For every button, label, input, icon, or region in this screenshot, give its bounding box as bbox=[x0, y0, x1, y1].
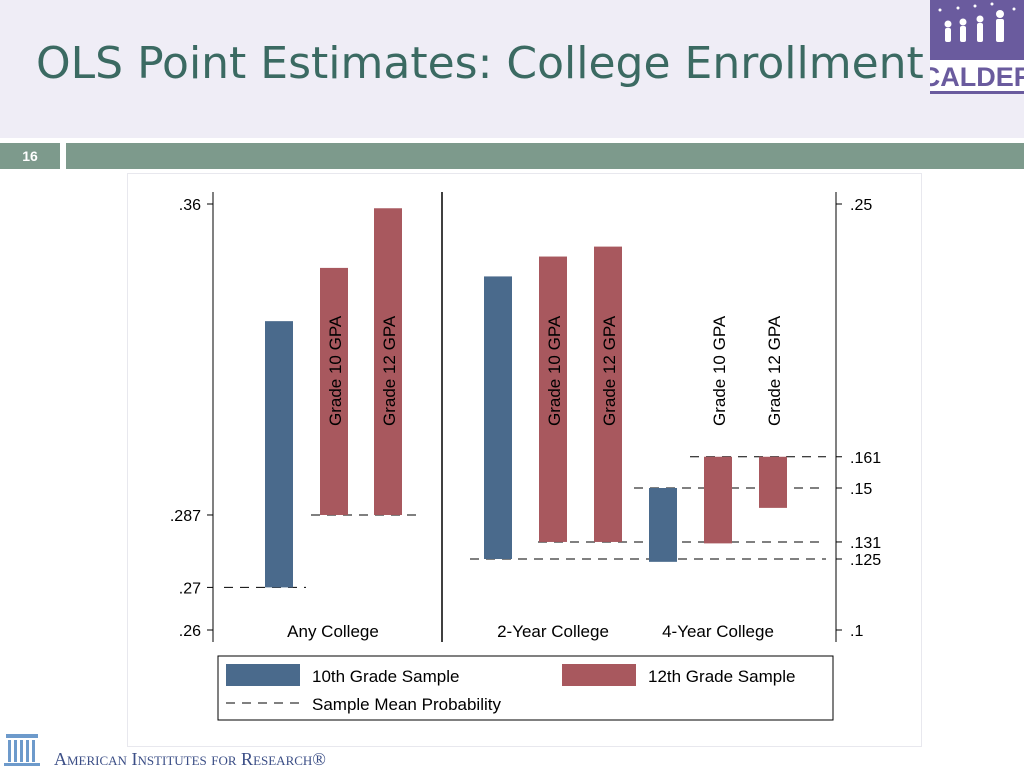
group-label: 2-Year College bbox=[497, 622, 609, 641]
bar-label: Grade 12 GPA bbox=[765, 315, 784, 426]
bar-label: Grade 12 GPA bbox=[380, 315, 399, 426]
legend-label-12th: 12th Grade Sample bbox=[648, 667, 795, 686]
footer-organization: American Institutes for Research® bbox=[54, 749, 326, 769]
bar-4-year-college-2 bbox=[759, 456, 787, 508]
bar-label: Grade 10 GPA bbox=[545, 315, 564, 426]
right-tick-label: .25 bbox=[850, 197, 872, 214]
bar-4-year-college-0 bbox=[649, 488, 677, 562]
bar-2-year-college-0 bbox=[484, 276, 512, 559]
calder-logo: CALDER bbox=[930, 0, 1024, 94]
legend-box bbox=[217, 655, 834, 721]
bar-2-year-college-1 bbox=[539, 256, 567, 542]
left-tick-label: .27 bbox=[179, 580, 201, 597]
legend-swatch-12th bbox=[562, 664, 636, 686]
left-tick-label: .287 bbox=[170, 508, 201, 525]
left-tick-label: .36 bbox=[179, 197, 201, 214]
legend-label-mean: Sample Mean Probability bbox=[312, 695, 501, 714]
right-tick-label: .15 bbox=[850, 481, 872, 498]
slide-header bbox=[0, 0, 1024, 138]
slide-title: OLS Point Estimates: College Enrollment bbox=[36, 38, 924, 89]
group-label: Any College bbox=[287, 622, 379, 641]
bar-2-year-college-2 bbox=[594, 246, 622, 542]
chart-area: .36 .287 .27 .26 .25 .161 .15 .131.125 .1 Grade 1… bbox=[128, 174, 921, 746]
bar-4-year-college-1 bbox=[704, 456, 732, 544]
left-tick-label: .26 bbox=[179, 623, 201, 640]
chart: .36 .287 .27 .26 .25 .161 .15 .131.125 .1 Grade 1… bbox=[170, 192, 881, 721]
legend-label-10th: 10th Grade Sample bbox=[312, 667, 459, 686]
right-tick-label: .1 bbox=[850, 623, 863, 640]
air-logo-icon bbox=[0, 726, 46, 768]
bar-any-college-1 bbox=[320, 267, 348, 515]
slide-number: 16 bbox=[0, 143, 60, 169]
header-strip bbox=[66, 143, 1024, 169]
logo-text: CALDER bbox=[930, 62, 1024, 92]
right-tick-label: .131 bbox=[850, 535, 881, 552]
right-tick-label: .125 bbox=[850, 552, 881, 569]
bar-label: Grade 12 GPA bbox=[600, 315, 619, 426]
group-label: 4-Year College bbox=[662, 622, 774, 641]
bar-label: Grade 10 GPA bbox=[326, 315, 345, 426]
bar-label: Grade 10 GPA bbox=[710, 315, 729, 426]
bar-any-college-2 bbox=[374, 208, 402, 515]
right-tick-label: .161 bbox=[850, 450, 881, 467]
bar-any-college-0 bbox=[265, 321, 293, 588]
legend-swatch-10th bbox=[226, 664, 300, 686]
